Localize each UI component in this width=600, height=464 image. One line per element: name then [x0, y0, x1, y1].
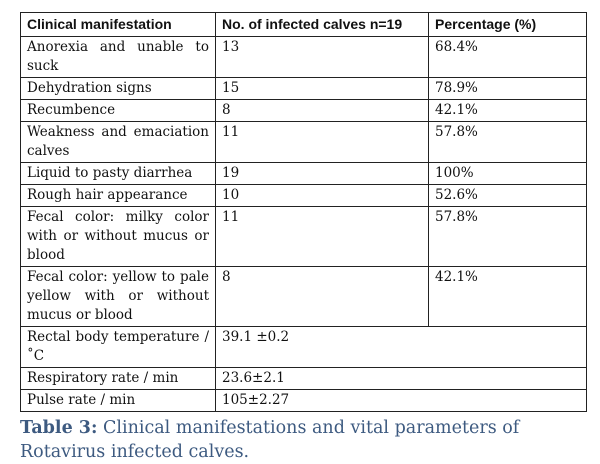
header-clinical-manifestation: Clinical manifestation	[20, 12, 216, 37]
cell-manifestation: Respiratory rate / min	[20, 367, 216, 390]
table-row: Anorexia and unable to suck 13 68.4%	[20, 36, 587, 78]
cell-manifestation: Liquid to pasty diarrhea	[20, 162, 216, 185]
header-percentage: Percentage (%)	[428, 12, 587, 37]
cell-manifestation: Fecal color: yellow to pale yellow with …	[20, 266, 216, 327]
cell-manifestation: Anorexia and unable to suck	[20, 36, 216, 78]
cell-count: 10	[215, 184, 429, 207]
cell-percentage: 100%	[428, 162, 587, 185]
cell-count: 8	[215, 266, 429, 327]
table-row: Fecal color: milky color with or without…	[20, 206, 587, 267]
table-row: Liquid to pasty diarrhea 19 100%	[20, 162, 587, 185]
cell-count: 8	[215, 99, 429, 122]
cell-manifestation: Weakness and emaciation calves	[20, 121, 216, 163]
table-row: Rectal body temperature /˚C 39.1 ±0.2	[20, 326, 587, 368]
cell-vital-value: 23.6±2.1	[215, 367, 587, 390]
table-row: Fecal color: yellow to pale yellow with …	[20, 266, 587, 327]
cell-percentage: 57.8%	[428, 206, 587, 267]
cell-percentage: 42.1%	[428, 266, 587, 327]
table-row: Recumbence 8 42.1%	[20, 99, 587, 122]
cell-manifestation: Rectal body temperature /˚C	[20, 326, 216, 368]
table-row: Dehydration signs 15 78.9%	[20, 77, 587, 100]
table-header-row: Clinical manifestation No. of infected c…	[20, 12, 587, 37]
cell-manifestation: Rough hair appearance	[20, 184, 216, 207]
cell-percentage: 42.1%	[428, 99, 587, 122]
header-infected-count: No. of infected calves n=19	[215, 12, 429, 37]
cell-manifestation: Pulse rate / min	[20, 389, 216, 412]
cell-percentage: 57.8%	[428, 121, 587, 163]
cell-count: 11	[215, 206, 429, 267]
table-container: Clinical manifestation No. of infected c…	[20, 12, 587, 464]
cell-manifestation: Dehydration signs	[20, 77, 216, 100]
cell-count: 13	[215, 36, 429, 78]
cell-manifestation: Recumbence	[20, 99, 216, 122]
cell-count: 11	[215, 121, 429, 163]
cell-vital-value: 39.1 ±0.2	[215, 326, 587, 368]
cell-vital-value: 105±2.27	[215, 389, 587, 412]
cell-manifestation: Fecal color: milky color with or without…	[20, 206, 216, 267]
table-row: Weakness and emaciation calves 11 57.8%	[20, 121, 587, 163]
cell-percentage: 52.6%	[428, 184, 587, 207]
table-row: Rough hair appearance 10 52.6%	[20, 184, 587, 207]
clinical-table: Clinical manifestation No. of infected c…	[20, 12, 587, 412]
caption-label: Table 3:	[20, 418, 98, 438]
cell-percentage: 78.9%	[428, 77, 587, 100]
cell-count: 15	[215, 77, 429, 100]
table-row: Pulse rate / min 105±2.27	[20, 389, 587, 412]
cell-percentage: 68.4%	[428, 36, 587, 78]
table-row: Respiratory rate / min 23.6±2.1	[20, 367, 587, 390]
cell-count: 19	[215, 162, 429, 185]
